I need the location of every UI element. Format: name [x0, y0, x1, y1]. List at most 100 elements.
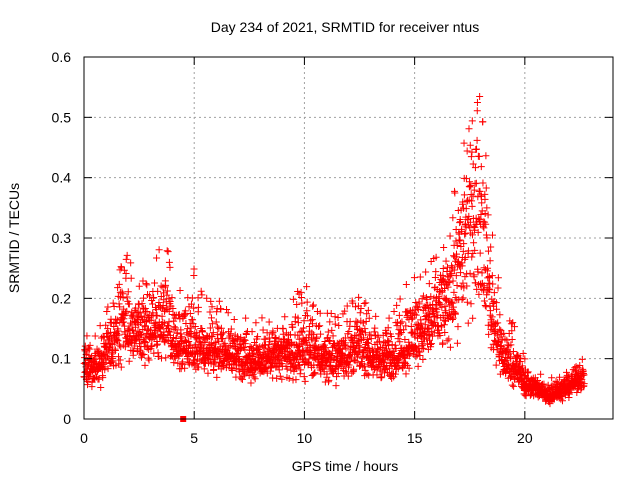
data-point: [477, 192, 485, 200]
data-point: [448, 299, 456, 307]
data-point: [335, 322, 343, 330]
data-point: [363, 310, 371, 318]
data-point: [230, 337, 238, 345]
data-point: [332, 382, 340, 390]
data-point: [254, 346, 262, 354]
data-point: [494, 274, 502, 282]
data-point: [104, 303, 112, 311]
data-point: [497, 327, 505, 335]
data-point: [212, 318, 220, 326]
data-point: [503, 336, 511, 344]
data-point: [524, 369, 532, 377]
data-point: [421, 321, 429, 329]
data-point: [563, 371, 571, 379]
x-tick-label: 10: [297, 430, 313, 446]
data-point: [400, 326, 408, 334]
data-point: [139, 316, 147, 324]
data-point: [405, 364, 413, 372]
data-point: [258, 314, 266, 322]
data-point: [558, 397, 566, 405]
data-point: [482, 231, 490, 239]
data-point: [361, 325, 369, 333]
data-point: [446, 232, 454, 240]
data-point: [393, 301, 401, 309]
data-point: [309, 301, 317, 309]
data-point: [218, 330, 226, 338]
data-point: [206, 308, 214, 316]
data-point: [224, 309, 232, 317]
data-point: [443, 337, 451, 345]
data-point: [311, 369, 319, 377]
data-point: [473, 145, 481, 153]
data-point: [475, 290, 483, 298]
data-point: [305, 355, 313, 363]
data-point: [153, 254, 161, 262]
data-point: [369, 358, 377, 366]
data-point: [449, 214, 457, 222]
data-point: [171, 324, 179, 332]
data-point: [441, 302, 449, 310]
data-point: [292, 365, 300, 373]
data-point: [254, 333, 262, 341]
y-tick-label: 0: [63, 411, 71, 427]
data-point: [385, 314, 393, 322]
data-point: [473, 136, 481, 144]
data-point: [461, 273, 469, 281]
data-point: [220, 341, 228, 349]
data-point: [484, 211, 492, 219]
data-point: [153, 311, 161, 319]
data-point: [171, 314, 179, 322]
data-point: [158, 312, 166, 320]
data-point: [333, 373, 341, 381]
data-point: [458, 262, 466, 270]
data-point: [387, 333, 395, 341]
data-point: [580, 380, 588, 388]
data-point: [342, 344, 350, 352]
data-point: [115, 353, 123, 361]
data-point: [180, 312, 188, 320]
data-point: [281, 313, 289, 321]
data-point: [165, 327, 173, 335]
data-point: [374, 333, 382, 341]
data-point: [427, 293, 435, 301]
y-tick-label: 0.1: [52, 351, 72, 367]
data-point: [440, 321, 448, 329]
data-point: [145, 356, 153, 364]
data-point: [350, 365, 358, 373]
data-point: [271, 333, 279, 341]
data-point: [473, 107, 481, 115]
data-point: [124, 288, 132, 296]
data-point: [461, 230, 469, 238]
data-point: [422, 268, 430, 276]
data-point: [433, 305, 441, 313]
data-point: [296, 370, 304, 378]
data-point: [467, 300, 475, 308]
data-point: [472, 179, 480, 187]
data-point: [213, 373, 221, 381]
data-point: [487, 243, 495, 251]
data-point: [189, 316, 197, 324]
data-point: [373, 371, 381, 379]
data-point: [365, 339, 373, 347]
data-point: [406, 349, 414, 357]
data-point: [371, 324, 379, 332]
data-point: [372, 312, 380, 320]
data-point: [508, 327, 516, 335]
data-point: [227, 325, 235, 333]
data-point: [453, 282, 461, 290]
data-point: [439, 272, 447, 280]
data-point: [343, 302, 351, 310]
x-tick-label: 5: [190, 430, 198, 446]
data-point: [435, 326, 443, 334]
data-point: [466, 183, 474, 191]
data-point: [122, 270, 130, 278]
data-point: [476, 187, 484, 195]
data-point: [439, 339, 447, 347]
data-point: [256, 349, 264, 357]
data-point: [186, 310, 194, 318]
data-point: [480, 297, 488, 305]
data-point: [219, 335, 227, 343]
data-point: [453, 253, 461, 261]
data-point: [540, 380, 548, 388]
data-point: [143, 308, 151, 316]
